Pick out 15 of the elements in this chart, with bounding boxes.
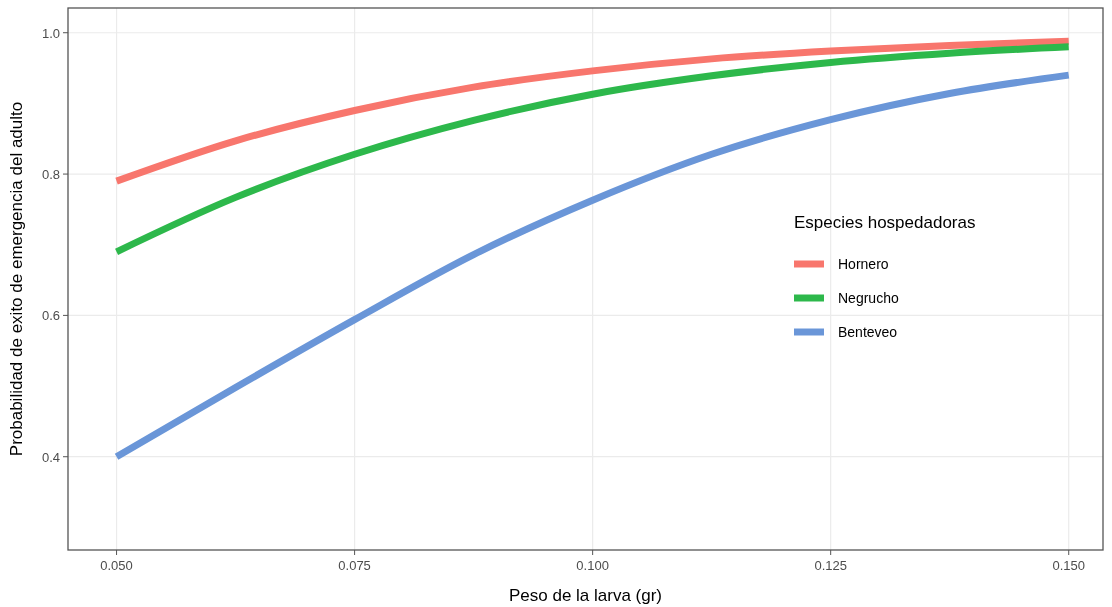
x-tick-label: 0.100 [576, 558, 609, 573]
y-tick-label: 0.8 [41, 167, 60, 183]
x-tick-label: 0.125 [814, 558, 847, 573]
x-tick-label: 0.150 [1052, 558, 1085, 573]
x-tick-label: 0.050 [100, 558, 133, 573]
legend-label: Hornero [838, 256, 889, 272]
y-tick-label: 0.4 [41, 449, 60, 465]
x-tick-label: 0.075 [338, 558, 371, 573]
legend-label: Negrucho [838, 290, 899, 306]
x-axis-title: Peso de la larva (gr) [508, 586, 663, 605]
y-tick-label: 0.6 [41, 308, 60, 324]
y-tick-label: 1.0 [41, 25, 60, 41]
y-axis-title: Probabilidad de exito de emergencia del adulto [7, 101, 26, 457]
legend-title: Especies hospedadoras [794, 213, 976, 232]
legend-label: Benteveo [838, 324, 898, 340]
